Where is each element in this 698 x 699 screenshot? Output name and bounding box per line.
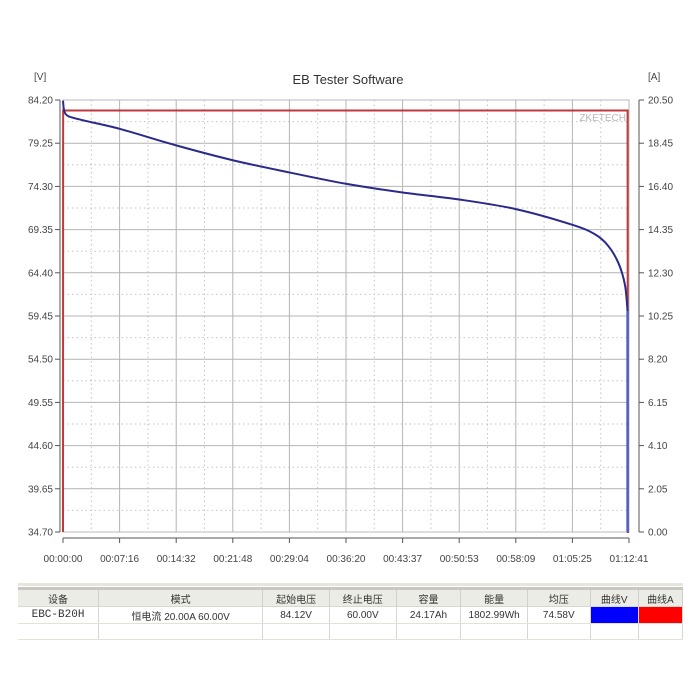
svg-text:00:29:04: 00:29:04 [270,554,309,565]
header-start-voltage: 起始电压 [262,588,330,607]
voltage-curve [62,100,629,312]
svg-text:84.20: 84.20 [28,96,53,107]
right-axis-unit: [A] [648,72,660,83]
svg-text:49.55: 49.55 [28,398,53,409]
svg-text:01:12:41: 01:12:41 [610,554,649,565]
svg-text:79.25: 79.25 [28,139,53,150]
header-mode: 模式 [98,588,264,607]
svg-text:34.70: 34.70 [28,528,53,539]
svg-text:64.40: 64.40 [28,268,53,279]
curve-v-color-swatch[interactable] [590,606,639,624]
svg-text:0.00: 0.00 [648,528,668,539]
right-axis: 20.50 18.45 16.40 14.35 12.30 10.25 8.20 6.15 4.… [638,96,673,539]
summary-table: 设备 模式 起始电压 终止电压 容量 能量 均压 曲线V 曲线A EBC-B20… [18,587,684,640]
svg-text:44.60: 44.60 [28,441,53,452]
svg-text:59.45: 59.45 [28,312,53,323]
cell-start-voltage: 84.12V [262,606,330,624]
cell-capacity: 24.17Ah [396,606,462,624]
cell-avg-voltage: 74.58V [527,606,591,624]
table-row-empty [18,623,684,640]
cell-energy: 1802.99Wh [460,606,528,624]
cell-device: EBC-B20H [18,606,100,624]
svg-text:00:00:00: 00:00:00 [44,554,83,565]
header-curve-a: 曲线A [638,588,684,607]
header-capacity: 容量 [396,588,462,607]
svg-text:4.10: 4.10 [648,441,668,452]
header-curve-v: 曲线V [590,588,639,607]
svg-text:00:36:20: 00:36:20 [327,554,366,565]
svg-text:00:58:09: 00:58:09 [496,554,535,565]
svg-text:2.05: 2.05 [648,484,668,495]
chart-title: EB Tester Software [292,72,403,87]
zketech-watermark: ZKETECH [579,113,626,124]
svg-text:6.15: 6.15 [648,398,668,409]
left-axis-unit: [V] [34,72,46,83]
svg-text:00:07:16: 00:07:16 [100,554,139,565]
header-avg-voltage: 均压 [527,588,591,607]
svg-text:20.50: 20.50 [648,96,673,107]
svg-text:10.25: 10.25 [648,312,673,323]
x-axis: 00:00:00 00:07:16 00:14:32 00:21:48 00:29:04… [44,537,649,565]
header-end-voltage: 终止电压 [329,588,397,607]
svg-text:18.45: 18.45 [648,139,673,150]
discharge-chart: EB Tester Software [V] [A] 84.20 79.25 74.… [28,72,673,565]
svg-text:12.30: 12.30 [648,268,673,279]
svg-text:8.20: 8.20 [648,355,668,366]
svg-text:00:21:48: 00:21:48 [213,554,252,565]
svg-text:54.50: 54.50 [28,355,53,366]
svg-text:00:50:53: 00:50:53 [440,554,479,565]
svg-text:69.35: 69.35 [28,225,53,236]
table-top-border [18,583,683,586]
cell-mode: 恒电流 20.00A 60.00V [98,606,264,624]
svg-text:16.40: 16.40 [648,182,673,193]
table-row[interactable]: EBC-B20H 恒电流 20.00A 60.00V 84.12V 60.00V… [18,606,684,624]
svg-text:74.30: 74.30 [28,182,53,193]
svg-text:01:05:25: 01:05:25 [553,554,592,565]
cell-end-voltage: 60.00V [329,606,397,624]
svg-text:39.65: 39.65 [28,484,53,495]
grid-lines [63,100,629,532]
svg-text:14.35: 14.35 [648,225,673,236]
table-header-row: 设备 模式 起始电压 终止电压 容量 能量 均压 曲线V 曲线A [18,588,684,607]
curve-a-color-swatch[interactable] [638,606,684,624]
svg-text:00:14:32: 00:14:32 [157,554,196,565]
svg-text:00:43:37: 00:43:37 [383,554,422,565]
header-device: 设备 [18,588,100,607]
header-energy: 能量 [460,588,528,607]
left-axis: 84.20 79.25 74.30 69.35 64.40 59.45 54.50 49.55… [28,96,61,539]
